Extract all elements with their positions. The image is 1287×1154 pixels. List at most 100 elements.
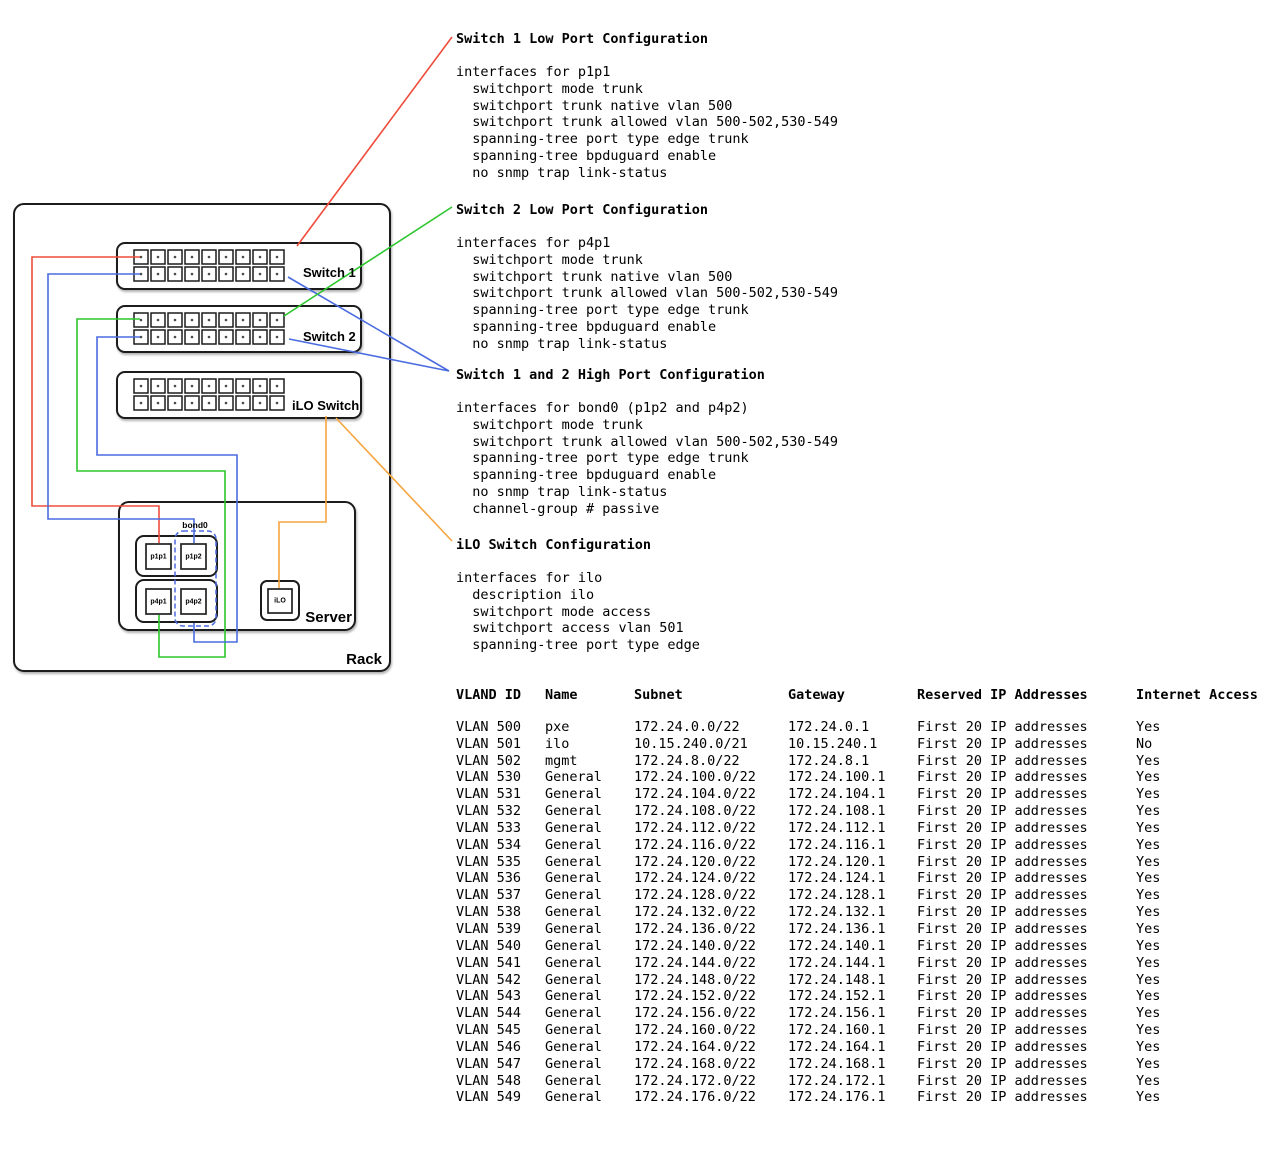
- config-block: Switch 2 Low Port Configuration interface…: [456, 202, 838, 353]
- table-cell: Yes: [1136, 988, 1161, 1005]
- diagram-labels: Switch 1 Switch 2 iLO Switch bond0 p1p1 …: [150, 265, 382, 668]
- table-cell: 10.15.240.1: [788, 735, 878, 752]
- table-cell: Yes: [1136, 887, 1161, 904]
- table-cell: VLAN 531: [456, 786, 522, 803]
- table-cell: 172.24.156.0/22: [634, 1005, 756, 1022]
- table-cell: Yes: [1136, 1089, 1161, 1106]
- nic-p4p1-label: p4p1: [150, 599, 166, 606]
- table-cell: First 20 IP addresses: [917, 853, 1088, 870]
- config-line: spanning-tree port type edge trunk: [456, 450, 749, 467]
- port-dot: [275, 318, 279, 322]
- port-dot: [258, 401, 262, 405]
- table-cell: Yes: [1136, 1055, 1161, 1072]
- table-cell: First 20 IP addresses: [917, 803, 1088, 820]
- table-cell: First 20 IP addresses: [917, 735, 1088, 752]
- config-line: switchport trunk native vlan 500: [456, 268, 733, 285]
- table-cell: First 20 IP addresses: [917, 836, 1088, 853]
- table-cell: 172.24.164.0/22: [634, 1038, 756, 1055]
- table-cell: VLAN 501: [456, 735, 522, 752]
- port-dot: [241, 255, 245, 259]
- port-dot: [173, 384, 177, 388]
- nic-ilo-label: iLO: [274, 598, 286, 605]
- table-cell: 172.24.148.1: [788, 971, 886, 988]
- wire-leader-high-1: [287, 276, 450, 372]
- table-cell: VLAN 538: [456, 904, 522, 921]
- table-cell: First 20 IP addresses: [917, 819, 1088, 836]
- table-cell: 172.24.116.0/22: [634, 836, 756, 853]
- config-block-body: interfaces for p4p1 switchport mode trun…: [456, 235, 838, 353]
- table-row: VLAN 531 General 172.24.104.0/22 172.24.104…: [456, 786, 1276, 803]
- table-row: VLAN 530 General 172.24.100.0/22 172.24.100…: [456, 769, 1276, 786]
- table-cell: 172.24.8.0/22: [634, 752, 740, 769]
- port-dot: [224, 255, 228, 259]
- table-cell: 172.24.156.1: [788, 1005, 886, 1022]
- table-cell: Yes: [1136, 786, 1161, 803]
- table-cell: 172.24.124.1: [788, 870, 886, 887]
- table-cell: General: [545, 1072, 602, 1089]
- port-dot: [258, 335, 262, 339]
- config-line: switchport mode trunk: [456, 416, 643, 433]
- table-cell: 172.24.164.1: [788, 1038, 886, 1055]
- port-dot: [275, 255, 279, 259]
- port-dot: [156, 318, 160, 322]
- port-dot: [207, 318, 211, 322]
- table-cell: VLAN 530: [456, 769, 522, 786]
- port-dot: [139, 318, 143, 322]
- switch-2-label: Switch 2: [303, 329, 356, 344]
- table-cell: VLAN 539: [456, 920, 522, 937]
- table-cell: 172.24.140.1: [788, 937, 886, 954]
- table-cell: VLAN 532: [456, 803, 522, 820]
- rack-label: Rack: [346, 651, 383, 668]
- bond0-outline: [174, 530, 217, 627]
- table-cell: 172.24.140.0/22: [634, 937, 756, 954]
- table-cell: Yes: [1136, 904, 1161, 921]
- nic-p4p2-label: p4p2: [185, 599, 201, 606]
- port-dot: [275, 335, 279, 339]
- table-cell: 172.24.104.0/22: [634, 786, 756, 803]
- wires-layer: [31, 36, 453, 658]
- table-row: VLAN 546 General 172.24.164.0/22 172.24.164…: [456, 1039, 1276, 1056]
- wire-leader-high-2: [288, 338, 450, 372]
- port-dot: [139, 255, 143, 259]
- port-dot: [275, 401, 279, 405]
- table-cell: 172.24.136.0/22: [634, 920, 756, 937]
- config-block: Switch 1 and 2 High Port Configuration in…: [456, 367, 838, 518]
- table-cell: First 20 IP addresses: [917, 1055, 1088, 1072]
- table-cell: 172.24.128.1: [788, 887, 886, 904]
- vlan-header-cell: Internet Access: [1136, 687, 1258, 703]
- table-row: VLAN 541 General 172.24.144.0/22 172.24.144…: [456, 955, 1276, 972]
- port-dot: [190, 272, 194, 276]
- config-block-body: interfaces for ilo description ilo switc…: [456, 570, 700, 654]
- table-cell: First 20 IP addresses: [917, 1038, 1088, 1055]
- table-cell: Yes: [1136, 1038, 1161, 1055]
- vlan-header-cell: Reserved IP Addresses: [917, 687, 1088, 703]
- port-dot: [207, 335, 211, 339]
- table-cell: Yes: [1136, 819, 1161, 836]
- config-line: interfaces for ilo: [456, 570, 603, 586]
- port-dot: [275, 272, 279, 276]
- ilo-switch-label: iLO Switch: [292, 398, 359, 413]
- config-line: spanning-tree bpduguard enable: [456, 147, 717, 164]
- wire-switch2-to-p4p2: [96, 336, 238, 643]
- table-cell: First 20 IP addresses: [917, 752, 1088, 769]
- config-line: interfaces for p4p1: [456, 235, 611, 251]
- port-dot: [156, 401, 160, 405]
- port-dot: [156, 255, 160, 259]
- table-row: VLAN 545 General 172.24.160.0/22 172.24.160…: [456, 1022, 1276, 1039]
- port-dot: [173, 255, 177, 259]
- table-cell: 172.24.172.1: [788, 1072, 886, 1089]
- table-cell: 172.24.132.1: [788, 904, 886, 921]
- table-cell: First 20 IP addresses: [917, 1072, 1088, 1089]
- switch-1-label: Switch 1: [303, 265, 356, 280]
- table-row: VLAN 533 General 172.24.112.0/22 172.24.112…: [456, 820, 1276, 837]
- port-dot: [241, 318, 245, 322]
- table-cell: General: [545, 870, 602, 887]
- table-cell: 172.24.0.0/22: [634, 718, 740, 735]
- port-dot: [173, 401, 177, 405]
- vlan-header-cell: Subnet: [634, 687, 683, 703]
- table-cell: Yes: [1136, 752, 1161, 769]
- config-block: Switch 1 Low Port Configuration interface…: [456, 31, 838, 182]
- config-line: spanning-tree bpduguard enable: [456, 467, 717, 484]
- table-row: VLAN 501 ilo 10.15.240.0/21 10.15.240.1 Firs…: [456, 736, 1276, 753]
- table-cell: 172.24.0.1: [788, 718, 870, 735]
